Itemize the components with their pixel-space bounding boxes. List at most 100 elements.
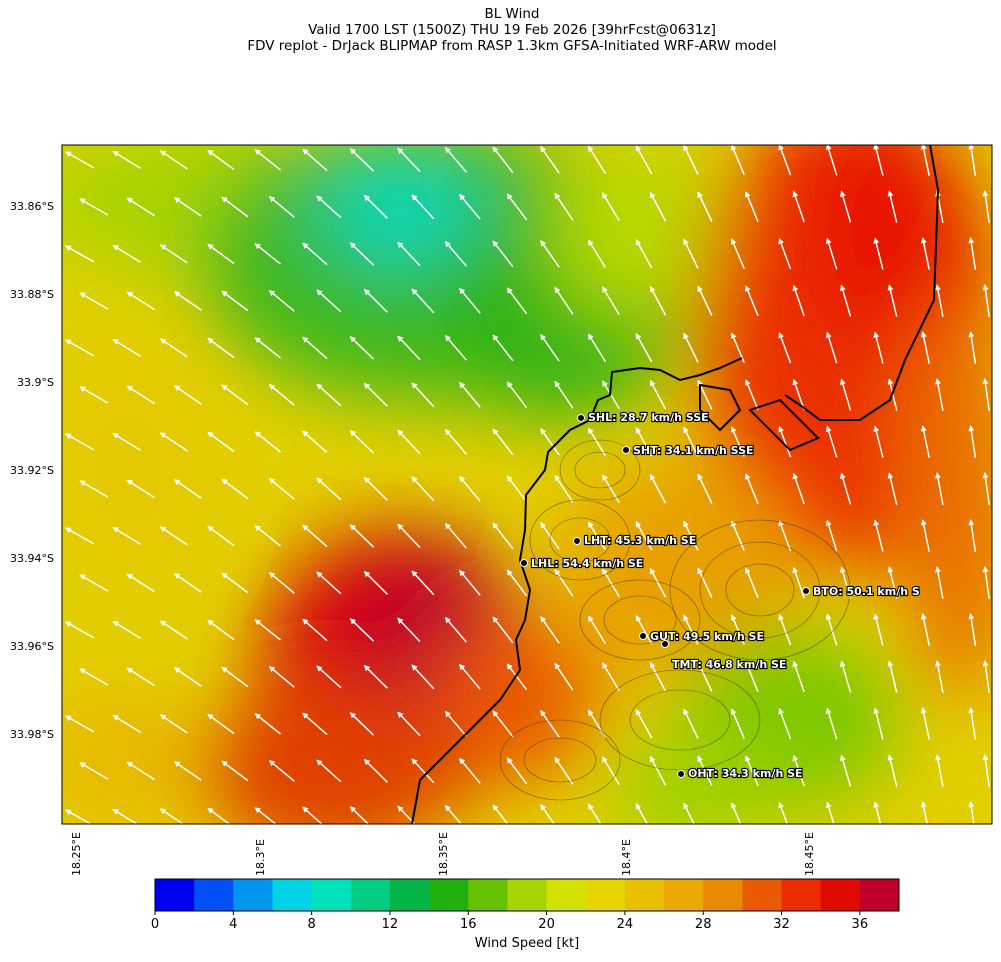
wind-arrow xyxy=(459,193,481,220)
wind-arrow xyxy=(745,661,759,693)
wind-arrow xyxy=(792,566,805,599)
wind-arrow xyxy=(112,714,141,734)
wind-arrow xyxy=(444,334,467,361)
wind-arrow xyxy=(159,620,188,640)
station-label: TMT: 46.8 km/h SE xyxy=(672,658,786,671)
wind-arrow xyxy=(65,245,95,263)
wind-arrow xyxy=(730,708,745,739)
wind-arrow xyxy=(602,474,620,504)
wind-arrow xyxy=(968,613,977,646)
wind-arrow xyxy=(697,567,713,598)
wind-arrow xyxy=(349,618,375,642)
wind-arrow xyxy=(112,526,141,546)
wind-arrow xyxy=(778,237,792,270)
station-label: LHL: 54.4 km/h SE xyxy=(531,557,643,570)
station-dot xyxy=(520,559,528,567)
wind-arrow xyxy=(207,619,235,641)
wind-arrow xyxy=(459,663,481,690)
wind-arrow xyxy=(935,284,944,317)
wind-arrow xyxy=(112,620,141,640)
station-sht: SHT: 34.1 km/h SSE xyxy=(622,443,755,458)
wind-arrow xyxy=(540,709,560,738)
station-label: LHT: 45.3 km/h SE xyxy=(584,534,696,547)
wind-arrow xyxy=(683,520,699,551)
wind-arrow xyxy=(506,569,528,597)
wind-arrow xyxy=(221,478,249,500)
wind-arrow xyxy=(221,572,249,594)
wind-arrow xyxy=(302,242,328,266)
wind-arrow xyxy=(778,707,792,740)
colorbar-segment xyxy=(429,879,469,911)
wind-arrow xyxy=(920,519,930,552)
wind-arrow xyxy=(363,288,388,313)
wind-arrow xyxy=(363,664,388,689)
station-markers: SHL: 28.7 km/h SSE SHT: 34.1 km/h SSE LHT:… xyxy=(520,410,921,781)
longitude-tick-label: 18.4°E xyxy=(620,839,633,876)
wind-arrow xyxy=(79,292,109,310)
wind-arrow xyxy=(649,191,667,222)
wind-arrow xyxy=(254,243,281,265)
wind-arrow xyxy=(492,804,509,824)
wind-arrow xyxy=(126,385,155,405)
colorbar-tick-label: 36 xyxy=(851,917,869,932)
wind-arrow xyxy=(825,331,838,364)
station-dot xyxy=(639,632,647,640)
colorbar-segment xyxy=(272,879,313,911)
colorbar-tick-label: 24 xyxy=(616,917,634,932)
wind-arrow xyxy=(459,757,481,784)
wind-arrow xyxy=(506,663,528,691)
wind-arrow xyxy=(635,426,653,457)
wind-arrow xyxy=(968,801,975,824)
wind-arrow xyxy=(411,288,435,314)
wind-arrow xyxy=(268,760,295,782)
wind-arrow xyxy=(254,525,281,547)
wind-arrow xyxy=(492,334,514,362)
wind-arrow xyxy=(540,803,556,824)
wind-arrow xyxy=(254,149,281,171)
wind-arrow xyxy=(635,802,649,824)
station-lht: LHT: 45.3 km/h SE xyxy=(573,533,697,548)
wind-arrow xyxy=(825,237,838,270)
wind-arrow xyxy=(221,196,249,218)
wind-arrow xyxy=(349,242,375,266)
wind-arrow xyxy=(302,806,323,824)
wind-arrow xyxy=(349,712,375,736)
wind-arrow xyxy=(920,707,930,740)
wind-arrow xyxy=(839,754,852,787)
colorbar-segment xyxy=(781,879,822,911)
wind-arrow xyxy=(730,520,745,551)
wind-arrow xyxy=(697,285,713,316)
wind-arrow xyxy=(79,668,109,686)
wind-arrow xyxy=(635,708,653,739)
wind-arrow xyxy=(649,285,667,316)
wind-arrow xyxy=(349,148,375,172)
wind-arrow xyxy=(839,190,852,223)
wind-arrow xyxy=(825,145,838,176)
model-description: FDV replot - DrJack BLIPMAP from RASP 1.… xyxy=(247,38,777,54)
colorbar-segment xyxy=(389,879,430,911)
colorbar-tick-label: 4 xyxy=(229,917,238,932)
wind-arrow xyxy=(126,291,155,311)
wind-arrow xyxy=(825,425,838,458)
wind-arrow xyxy=(935,660,944,693)
wind-arrow xyxy=(126,573,155,593)
wind-arrow xyxy=(778,613,792,646)
colorbar-tick-label: 8 xyxy=(307,917,316,932)
wind-arrow xyxy=(935,378,944,411)
colorbar-tick-label: 0 xyxy=(150,917,160,932)
wind-arrow xyxy=(935,754,944,787)
colorbar-segment xyxy=(350,879,391,911)
wind-arrow xyxy=(397,711,421,737)
wind-arrow xyxy=(459,381,481,408)
wind-arrow xyxy=(887,754,898,787)
colorbar-label: Wind Speed [kt] xyxy=(474,936,580,951)
wind-arrow xyxy=(778,425,792,458)
wind-arrow xyxy=(825,519,838,552)
wind-arrow xyxy=(635,238,653,269)
wind-arrow xyxy=(397,147,421,173)
wind-arrow xyxy=(173,761,202,781)
wind-arrow xyxy=(159,714,188,734)
wind-arrow xyxy=(968,331,977,364)
wind-arrow xyxy=(254,431,281,453)
